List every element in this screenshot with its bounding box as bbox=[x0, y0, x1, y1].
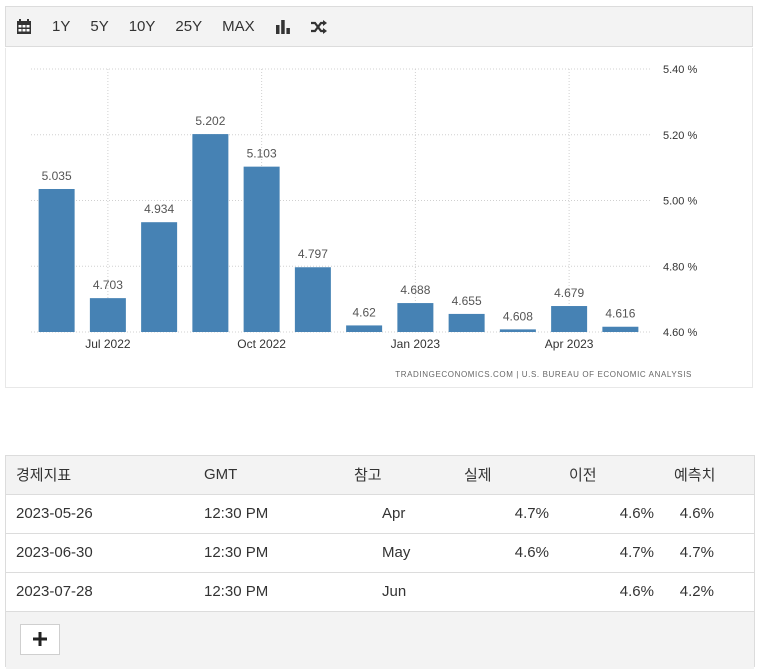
row-previous: 4.7% bbox=[559, 533, 664, 573]
x-tick-label: Apr 2023 bbox=[545, 337, 594, 351]
header-previous: 이전 bbox=[559, 456, 664, 495]
header-gmt: GMT bbox=[194, 456, 344, 495]
chart-toolbar: 1Y 5Y 10Y 25Y MAX bbox=[5, 6, 753, 47]
row-forecast: 4.2% bbox=[664, 572, 754, 612]
table-row: 2023-07-28 12:30 PM Jun 4.6% 4.2% bbox=[6, 572, 754, 612]
y-tick-label: 5.40 % bbox=[663, 64, 697, 76]
data-label: 4.797 bbox=[298, 247, 328, 261]
data-label: 4.608 bbox=[503, 309, 533, 323]
header-forecast: 예측치 bbox=[664, 456, 754, 495]
bar bbox=[397, 303, 434, 332]
range-max-button[interactable]: MAX bbox=[222, 18, 255, 35]
data-label: 5.202 bbox=[195, 114, 225, 128]
row-forecast: 4.6% bbox=[664, 494, 754, 534]
row-forecast: 4.7% bbox=[664, 533, 754, 573]
x-tick-label: Oct 2022 bbox=[237, 337, 286, 351]
range-1y-button[interactable]: 1Y bbox=[52, 18, 71, 35]
y-tick-label: 4.60 % bbox=[663, 327, 697, 339]
row-previous: 4.6% bbox=[559, 572, 664, 612]
row-reference: Jun bbox=[344, 572, 454, 612]
row-date: 2023-06-30 bbox=[6, 533, 194, 573]
table-row: 2023-06-30 12:30 PM May 4.6% 4.7% 4.7% bbox=[6, 533, 754, 573]
row-time: 12:30 PM bbox=[194, 494, 344, 534]
row-previous: 4.6% bbox=[559, 494, 664, 534]
data-label: 4.62 bbox=[352, 305, 376, 319]
row-reference: Apr bbox=[344, 494, 454, 534]
bar bbox=[243, 166, 280, 332]
data-label: 5.035 bbox=[42, 169, 72, 183]
row-date: 2023-05-26 bbox=[6, 494, 194, 534]
bar bbox=[499, 329, 536, 332]
bar-chart-icon[interactable] bbox=[265, 7, 301, 46]
data-label: 4.688 bbox=[400, 283, 430, 297]
header-actual: 실제 bbox=[454, 456, 559, 495]
range-5y-button[interactable]: 5Y bbox=[90, 18, 109, 35]
table-footer bbox=[6, 611, 754, 669]
data-label: 4.934 bbox=[144, 202, 174, 216]
bar bbox=[551, 306, 588, 332]
bar bbox=[346, 325, 383, 332]
bar bbox=[141, 222, 178, 332]
data-label: 5.103 bbox=[247, 147, 277, 161]
data-label: 4.655 bbox=[452, 294, 482, 308]
range-10y-button[interactable]: 10Y bbox=[128, 18, 156, 35]
row-actual: 4.6% bbox=[454, 533, 559, 573]
row-time: 12:30 PM bbox=[194, 533, 344, 573]
range-25y-button[interactable]: 25Y bbox=[175, 18, 203, 35]
bar bbox=[294, 267, 331, 332]
x-tick-label: Jan 2023 bbox=[391, 337, 441, 351]
y-tick-label: 5.20 % bbox=[663, 130, 697, 142]
y-tick-label: 5.00 % bbox=[663, 196, 697, 208]
x-tick-label: Jul 2022 bbox=[85, 337, 131, 351]
bar bbox=[192, 134, 229, 332]
source-label: TRADINGECONOMICS.COM | U.S. BUREAU OF EC… bbox=[395, 370, 692, 379]
bar bbox=[602, 326, 639, 332]
bar-chart: 4.60 % 4.80 % 5.00 % 5.20 % 5.40 % Jul 2022 Oc… bbox=[31, 64, 697, 379]
row-reference: May bbox=[344, 533, 454, 573]
add-button[interactable] bbox=[20, 623, 60, 655]
table-row: 2023-05-26 12:30 PM Apr 4.7% 4.6% 4.6% bbox=[6, 494, 754, 534]
header-reference: 참고 bbox=[344, 456, 454, 495]
data-label: 4.616 bbox=[605, 307, 635, 321]
bar bbox=[448, 313, 485, 332]
chart-area: 4.60 % 4.80 % 5.00 % 5.20 % 5.40 % Jul 2022 Oc… bbox=[5, 48, 753, 388]
data-label: 4.703 bbox=[93, 278, 123, 292]
bar bbox=[89, 298, 126, 332]
y-tick-label: 4.80 % bbox=[663, 261, 697, 273]
data-label: 4.679 bbox=[554, 286, 584, 300]
calendar-table: 경제지표 GMT 참고 실제 이전 예측치 2023-05-26 12:30 P… bbox=[5, 455, 755, 669]
table-header-row: 경제지표 GMT 참고 실제 이전 예측치 bbox=[6, 456, 754, 495]
row-time: 12:30 PM bbox=[194, 572, 344, 612]
shuffle-icon[interactable] bbox=[301, 7, 337, 46]
calendar-icon[interactable] bbox=[6, 7, 42, 46]
row-actual bbox=[454, 572, 559, 612]
plus-icon bbox=[33, 632, 47, 646]
row-date: 2023-07-28 bbox=[6, 572, 194, 612]
header-indicator: 경제지표 bbox=[6, 456, 194, 495]
row-actual: 4.7% bbox=[454, 494, 559, 534]
bar bbox=[38, 188, 75, 332]
